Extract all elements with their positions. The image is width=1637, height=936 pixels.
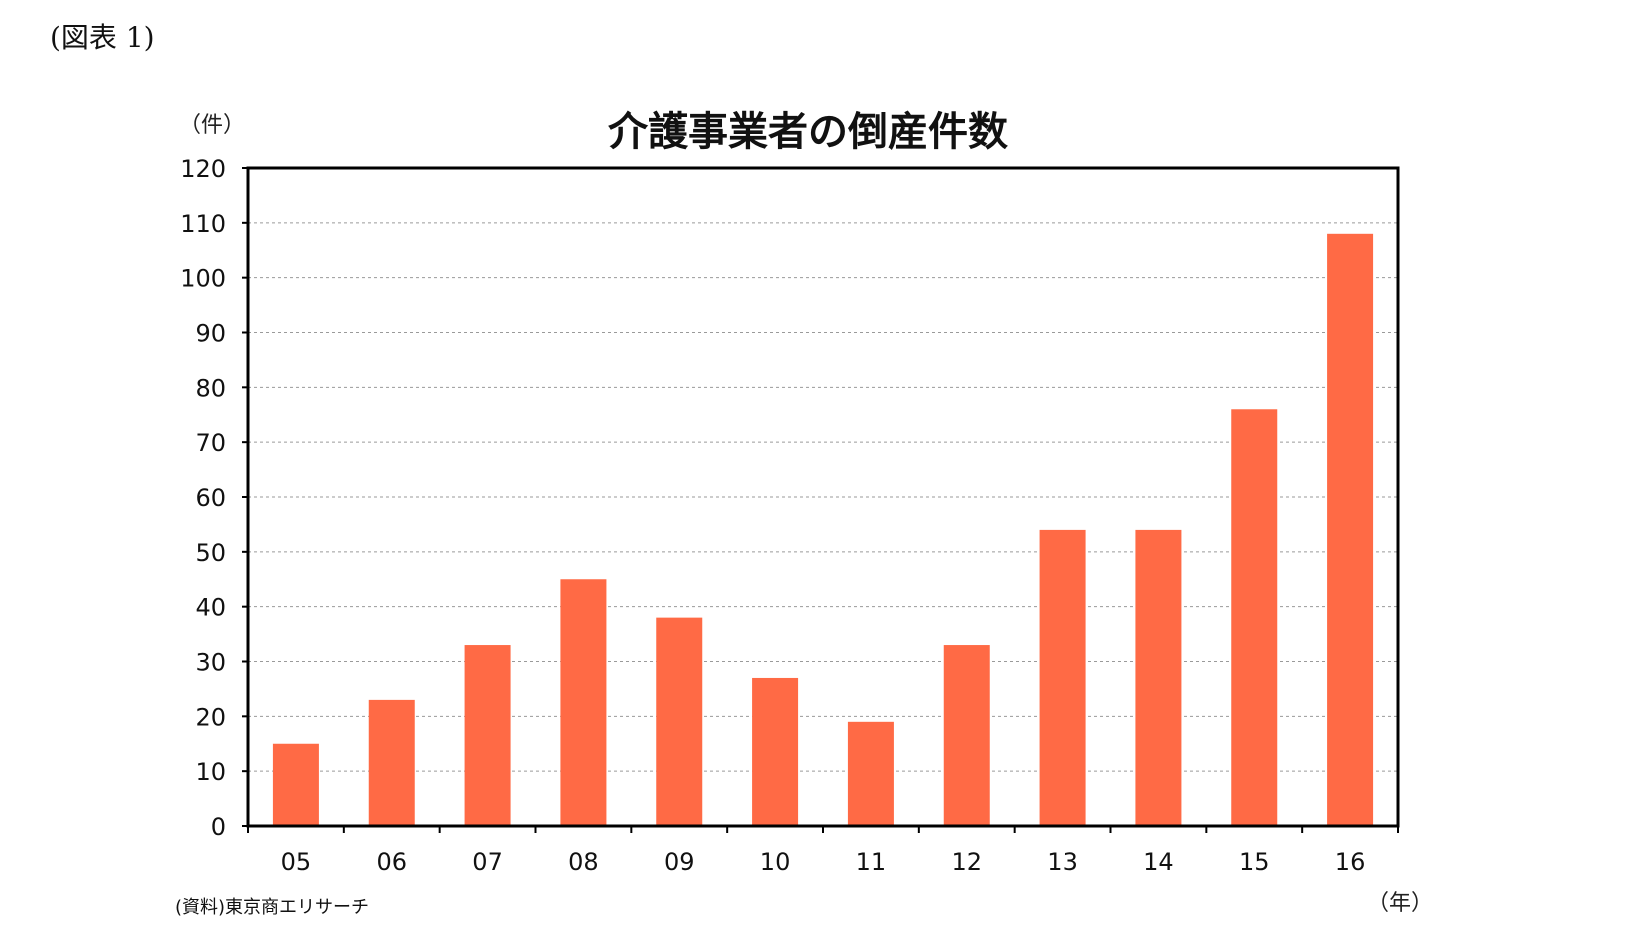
bar-10	[752, 677, 799, 826]
y-axis-ticks: 0 10 20 30 40 50 60 70 80 90 100 110 120	[180, 155, 248, 841]
x-axis-unit: （年）	[1367, 891, 1433, 916]
bar-05	[272, 743, 319, 826]
y-tick-label-4: 40	[195, 594, 226, 622]
x-axis-ticks: 05 06 07 08 09 10 11 12 13 14 15 16	[247, 826, 1399, 876]
x-tick-label-16: 16	[1335, 848, 1366, 876]
bar-08	[560, 579, 607, 826]
x-tick-label-14: 14	[1143, 848, 1174, 876]
gridlines	[248, 222, 1398, 772]
y-tick-label-3: 30	[195, 649, 226, 677]
bar-13	[1039, 529, 1086, 826]
y-tick-label-10: 100	[180, 265, 226, 293]
bar-16	[1327, 233, 1374, 827]
y-tick-label-9: 90	[195, 320, 226, 348]
y-tick-label-11: 110	[180, 210, 226, 238]
bar-06	[368, 699, 415, 826]
y-tick-label-0: 0	[211, 813, 226, 841]
x-tick-label-15: 15	[1239, 848, 1270, 876]
y-tick-label-12: 120	[180, 155, 226, 183]
y-tick-label-2: 20	[195, 703, 226, 731]
x-tick-label-08: 08	[568, 848, 599, 876]
source-label: (資料)東京商エリサーチ	[175, 897, 369, 918]
bar-15	[1231, 409, 1278, 826]
x-tick-label-06: 06	[376, 848, 407, 876]
x-tick-label-11: 11	[856, 848, 887, 876]
y-axis-unit: （件）	[179, 113, 245, 138]
y-tick-label-7: 70	[195, 429, 226, 457]
x-tick-label-12: 12	[951, 848, 982, 876]
bar-09	[656, 617, 703, 826]
bars	[272, 233, 1374, 827]
y-tick-label-6: 60	[195, 484, 226, 512]
x-tick-label-13: 13	[1047, 848, 1078, 876]
bar-07	[464, 645, 511, 826]
x-tick-label-07: 07	[472, 848, 503, 876]
x-tick-label-10: 10	[760, 848, 791, 876]
bar-11	[847, 721, 894, 826]
figure-label: (図表 1)	[50, 21, 155, 54]
plot-frame	[246, 166, 1400, 828]
bar-14	[1135, 529, 1182, 826]
x-tick-label-05: 05	[281, 848, 312, 876]
x-tick-label-09: 09	[664, 848, 695, 876]
y-tick-label-5: 50	[195, 539, 226, 567]
y-tick-label-8: 80	[195, 374, 226, 402]
chart-title: 介護事業者の倒産件数	[608, 109, 1008, 155]
bar-12	[943, 645, 990, 826]
y-tick-label-1: 10	[195, 758, 226, 786]
